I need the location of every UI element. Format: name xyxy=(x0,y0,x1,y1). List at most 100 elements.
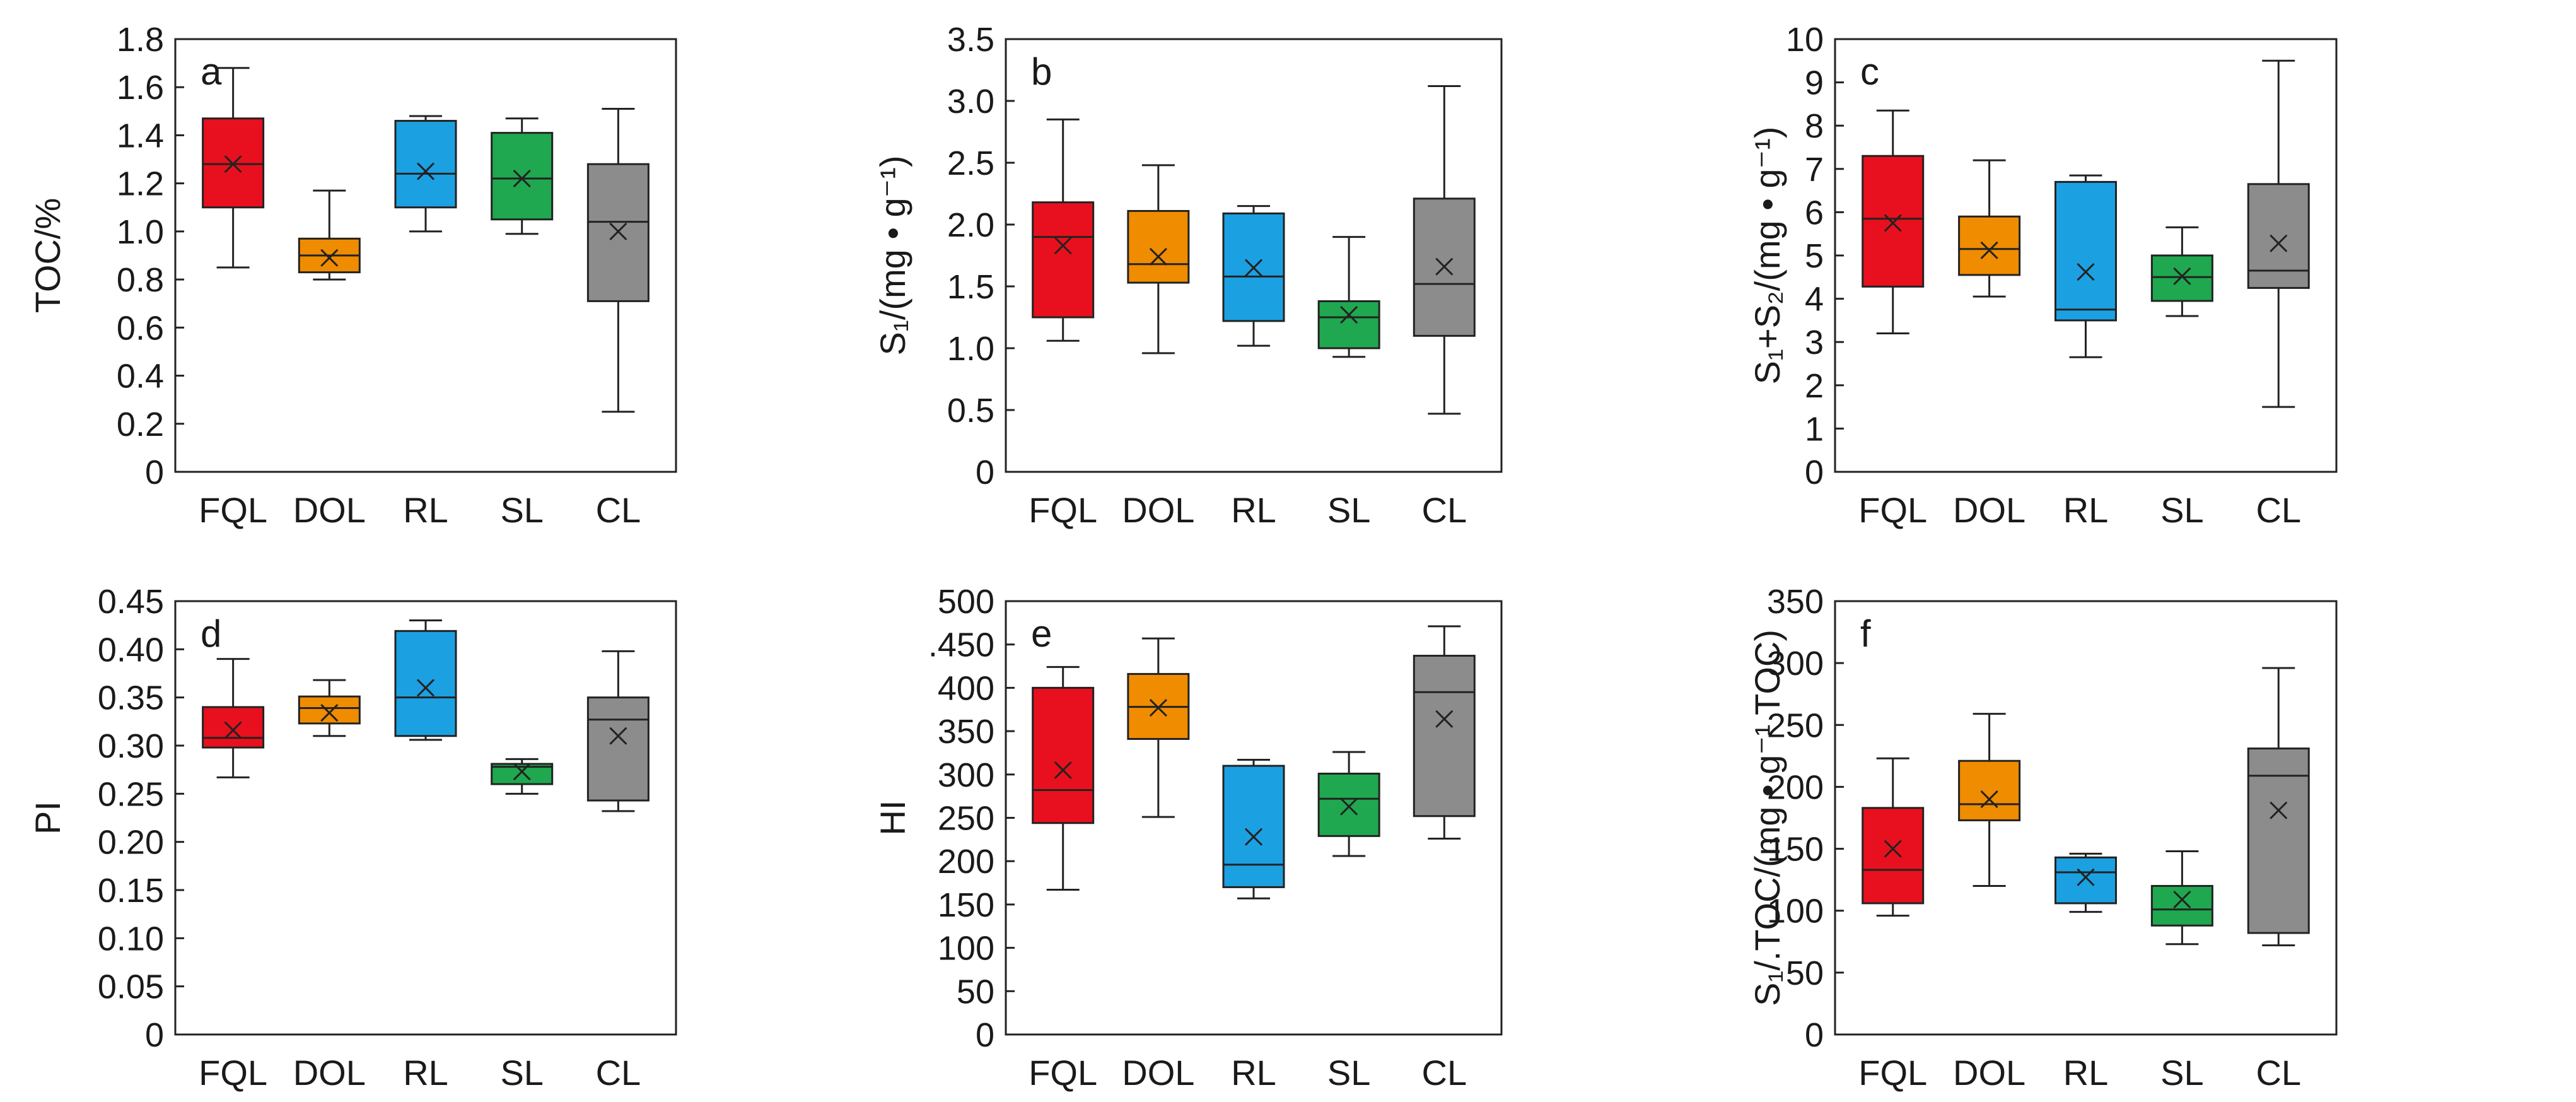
y-tick-label: 6 xyxy=(1805,194,1824,232)
y-tick-label: 350 xyxy=(938,713,994,751)
x-tick-label: SL xyxy=(2160,1053,2204,1093)
iqr-box xyxy=(1413,197,1476,337)
box-DOL xyxy=(1127,637,1190,818)
iqr-box xyxy=(1862,807,1925,905)
x-tick-label: DOL xyxy=(1953,490,2025,530)
box-RL xyxy=(2054,852,2117,913)
x-tick-label: SL xyxy=(2160,490,2204,530)
box-CL xyxy=(1413,85,1476,415)
iqr-box xyxy=(1032,686,1095,824)
mean-marker xyxy=(1980,241,1998,259)
box-SL xyxy=(1317,236,1380,358)
mean-marker xyxy=(1244,259,1263,277)
panel-b: 0 0.5 1.0 1.5 2.0 2.5 3.0 3.5 S₁/(mg • g⁻¹) b FQL D… xyxy=(873,21,1503,530)
y-axis-label: HI xyxy=(873,800,912,836)
panel-d: 0 0.05 0.10 0.15 0.20 0.25 0.30 0.35 0.40 0.45 PI d… xyxy=(28,583,677,1093)
box-CL xyxy=(2247,667,2310,947)
y-tick-label: 200 xyxy=(1767,768,1824,806)
mean-marker xyxy=(224,155,242,173)
y-tick-label: 0 xyxy=(145,454,164,491)
y-tick-label: 0.30 xyxy=(98,727,164,765)
y-tick-label: 2 xyxy=(1805,367,1824,405)
mean-marker xyxy=(609,727,627,745)
box-SL xyxy=(1317,751,1380,857)
y-tick-label: 1.2 xyxy=(117,165,164,203)
box-RL xyxy=(2054,174,2117,358)
mean-marker xyxy=(1054,761,1072,779)
panel-letter: d xyxy=(201,613,221,655)
y-tick-label: 0.35 xyxy=(98,679,164,717)
x-tick-label: CL xyxy=(1422,1053,1467,1093)
y-tick-label: 0.6 xyxy=(117,309,164,347)
y-tick-label: 350 xyxy=(1767,583,1824,621)
mean-marker xyxy=(1340,797,1358,816)
y-tick-label: 1.0 xyxy=(947,330,994,368)
box-CL xyxy=(1413,625,1476,840)
box-DOL xyxy=(1958,713,2021,887)
y-tick-label: 0.4 xyxy=(117,358,164,396)
x-tick-label: FQL xyxy=(1029,490,1097,530)
mean-marker xyxy=(2270,801,2288,819)
y-tick-label: 0 xyxy=(976,454,994,491)
y-tick-label: 0.25 xyxy=(98,775,164,813)
iqr-box xyxy=(2054,856,2117,905)
y-tick-label: 300 xyxy=(1767,645,1824,683)
y-tick-label: 0.20 xyxy=(98,824,164,862)
x-tick-label: SL xyxy=(500,1053,544,1093)
mean-marker xyxy=(320,249,339,267)
panel-e: 0 50 100 150 200 250 300 350 400 .450 500 HI e FQL DOL… xyxy=(873,583,1503,1093)
iqr-box xyxy=(2150,254,2213,302)
box-DOL xyxy=(298,679,361,737)
y-tick-label: 250 xyxy=(1767,706,1824,744)
x-tick-label: CL xyxy=(596,1053,641,1093)
mean-marker xyxy=(513,763,531,781)
iqr-box xyxy=(1032,201,1095,319)
x-tick-label: DOL xyxy=(293,490,366,530)
iqr-box xyxy=(1317,300,1380,349)
y-axis-label: S₁/(mg • g⁻¹) xyxy=(873,156,912,356)
y-tick-label: 300 xyxy=(938,756,994,794)
box-CL xyxy=(586,650,650,812)
y-tick-label: 400 xyxy=(938,669,994,707)
iqr-box xyxy=(298,695,361,725)
y-tick-label: 1.6 xyxy=(117,69,164,107)
iqr-box xyxy=(1958,759,2021,821)
mean-marker xyxy=(609,222,627,240)
mean-marker xyxy=(224,721,242,739)
y-tick-label: 8 xyxy=(1805,107,1824,145)
x-tick-label: SL xyxy=(1327,1053,1371,1093)
y-tick-label: 0.2 xyxy=(117,406,164,443)
box-FQL xyxy=(1032,118,1095,342)
iqr-box xyxy=(394,630,457,737)
box-CL xyxy=(586,108,650,413)
x-tick-label: FQL xyxy=(1029,1053,1097,1093)
box-RL xyxy=(394,115,457,233)
x-tick-label: DOL xyxy=(1953,1053,2025,1093)
iqr-box xyxy=(394,120,457,209)
x-tick-label: DOL xyxy=(1122,490,1194,530)
box-CL xyxy=(2247,59,2310,408)
y-tick-label: 0 xyxy=(1805,1016,1824,1054)
iqr-box xyxy=(1958,215,2021,276)
y-tick-label: 3.5 xyxy=(947,21,994,59)
y-tick-label: 0 xyxy=(145,1016,164,1054)
y-tick-label: 50 xyxy=(1786,954,1824,992)
y-tick-label: 250 xyxy=(938,800,994,838)
box-RL xyxy=(394,619,457,741)
y-tick-label: 1 xyxy=(1805,410,1824,448)
y-tick-label: 4 xyxy=(1805,281,1824,319)
iqr-box xyxy=(1127,209,1190,284)
iqr-box xyxy=(202,706,265,749)
y-tick-label: 200 xyxy=(938,843,994,881)
panel-f: 0 50 100 150 200 250 300 350 S₁/.TOC/(mg • g⁻¹ T… xyxy=(1747,583,2338,1093)
x-tick-label: DOL xyxy=(1122,1053,1194,1093)
y-tick-label: 0.45 xyxy=(98,583,164,621)
y-tick-label: 0.05 xyxy=(98,968,164,1006)
mean-marker xyxy=(2173,890,2191,909)
y-tick-label: 500 xyxy=(938,583,994,621)
box-SL xyxy=(2150,226,2213,317)
x-tick-label: RL xyxy=(2063,490,2109,530)
panel-letter: c xyxy=(1860,50,1879,93)
mean-marker xyxy=(2077,263,2095,281)
x-tick-label: RL xyxy=(1231,1053,1276,1093)
